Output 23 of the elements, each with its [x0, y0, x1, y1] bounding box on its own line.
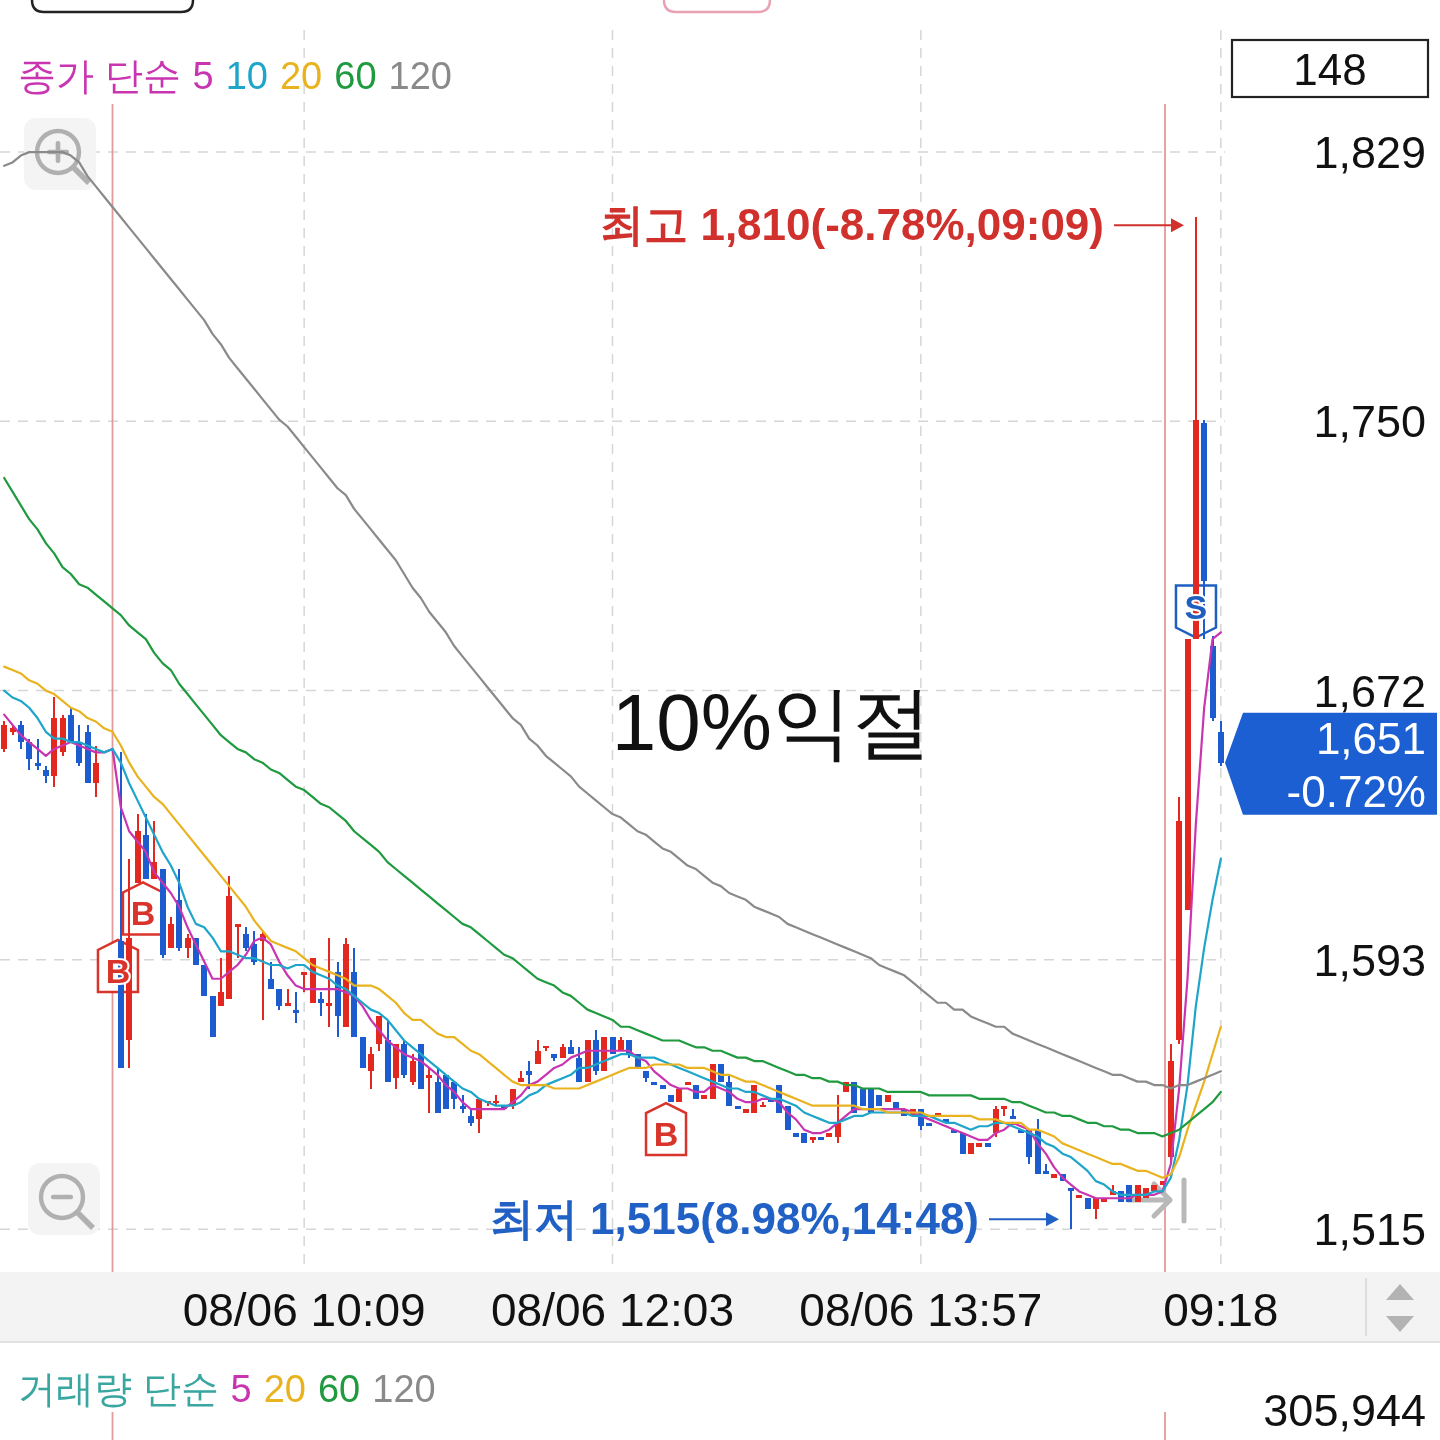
annotation: 최저 1,515(8.98%,14:48): [489, 1194, 979, 1244]
annotation: 10%익절: [611, 678, 932, 768]
x-tick-label: 08/06 12:03: [490, 1284, 735, 1336]
annotation: 최고 1,810(-8.78%,09:09): [600, 200, 1104, 250]
y-tick-label: 1,750: [1313, 396, 1426, 448]
y-tick-label: 1,593: [1313, 934, 1426, 986]
text: -0.72%: [1286, 766, 1426, 816]
x-tick-label: 09:18: [1163, 1284, 1279, 1336]
legend: 종가 단순 5 10 20 60 120: [18, 55, 452, 97]
x-tick-label: 08/06 10:09: [182, 1284, 426, 1336]
text: 120: [372, 1368, 436, 1410]
annotation-box: 148: [1230, 38, 1430, 99]
y-tick-label: 1,672: [1313, 665, 1426, 717]
text: 20: [263, 1368, 306, 1410]
annotation: B: [130, 894, 156, 933]
text: 5: [230, 1368, 252, 1410]
text: 60: [317, 1368, 361, 1410]
annotation: B: [653, 1115, 679, 1154]
text: 305,944: [1263, 1385, 1426, 1436]
y-tick-label: 1,515: [1313, 1204, 1426, 1256]
x-tick-label: 08/06 13:57: [799, 1284, 1043, 1336]
y-tick-label: 1,829: [1313, 127, 1426, 179]
text: 거래량 단순: [18, 1368, 219, 1410]
